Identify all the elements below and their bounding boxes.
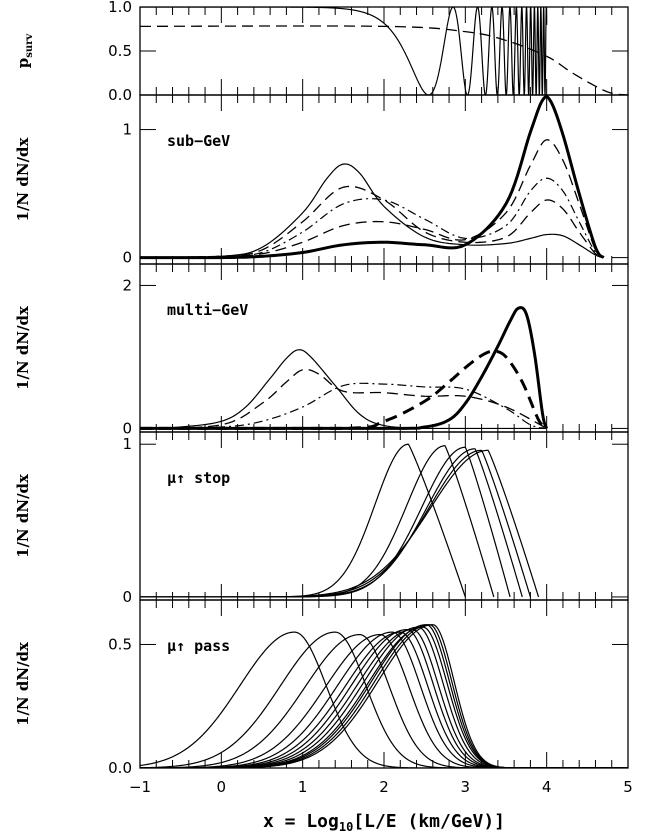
panel-label-text: μ↑ stop	[167, 469, 230, 487]
series-line-1	[140, 368, 547, 430]
panel-frame	[139, 94, 629, 265]
series-line-1	[140, 631, 628, 768]
y-tick-label: 2	[122, 276, 132, 294]
series-line-3	[140, 139, 604, 259]
series-group	[140, 95, 605, 260]
series-line-4	[140, 306, 549, 430]
y-axis-label: 1/N dN/dx	[14, 641, 32, 726]
y-tick-label: 1	[122, 435, 132, 453]
y-axis-label-main: 1/N dN/dx	[14, 641, 32, 726]
y-axis-label: psurv	[14, 33, 35, 69]
y-tick-label: 0.0	[108, 86, 132, 104]
series-line-0	[140, 349, 547, 430]
x-tick-label: 4	[542, 778, 552, 796]
series-line-0	[140, 443, 466, 598]
series-group	[140, 7, 628, 95]
series-line-4	[140, 95, 605, 260]
series-line-5	[140, 449, 540, 598]
panel-label-text: multi−GeV	[167, 301, 248, 319]
series-line-1	[140, 185, 604, 259]
x-tick-label: 2	[379, 778, 389, 796]
panel-label-text: sub−GeV	[167, 132, 230, 150]
y-axis-label: 1/N dN/dx	[14, 473, 32, 558]
panel-multi-gev: 0 2 1/N dN/dx multi−GeV	[14, 263, 629, 437]
y-tick-label: 0.0	[108, 759, 132, 777]
series-line-2	[140, 177, 604, 259]
x-tick-label: 1	[298, 778, 308, 796]
series-line-1	[140, 25, 628, 95]
series-line-0	[140, 631, 628, 768]
series-line-3	[140, 349, 548, 430]
y-tick-label: 0.5	[108, 635, 132, 653]
y-axis-label: 1/N dN/dx	[14, 305, 32, 390]
panel-sub-gev: 0 1 1/N dN/dx sub−GeV	[14, 94, 629, 267]
series-line-2	[140, 382, 547, 430]
x-tick-label: 5	[623, 778, 633, 796]
y-tick-label: 1	[122, 121, 132, 139]
psurv-oscillation-line	[140, 7, 548, 95]
series-group	[140, 624, 628, 768]
series-line-12	[140, 624, 628, 768]
y-axis-label-main: 1/N dN/dx	[14, 136, 32, 221]
y-axis-label-main: p	[14, 58, 32, 69]
series-group	[140, 443, 540, 598]
panel-label-text: μ↑ pass	[167, 637, 230, 655]
y-tick-label: 0	[122, 419, 132, 437]
series-line-0	[140, 163, 604, 259]
x-axis-label-main: x = Log	[263, 811, 339, 832]
x-tick-label: 0	[217, 778, 227, 796]
x-axis-label-tail: [L/E (km/GeV)]	[353, 811, 505, 832]
x-axis-label: x = Log10[L/E (km/GeV)]	[263, 811, 505, 834]
series-group	[140, 306, 549, 430]
y-tick-label: 0.5	[108, 42, 132, 60]
y-axis-label-main: 1/N dN/dx	[14, 305, 32, 390]
panel-mu-pass: 0.0 0.5 1/N dN/dx μ↑ pass	[14, 599, 629, 777]
panel-frame	[139, 263, 629, 433]
y-tick-label: 0	[122, 588, 132, 606]
y-axis-label-main: 1/N dN/dx	[14, 473, 32, 558]
panel-frame	[139, 599, 629, 769]
panel-frame	[139, 431, 629, 601]
series-line-3	[140, 633, 628, 768]
x-axis-label-sub: 10	[339, 820, 353, 834]
y-axis-label: 1/N dN/dx	[14, 136, 32, 221]
x-tick-label: −1	[129, 778, 151, 796]
y-tick-label: 1.0	[108, 0, 132, 16]
panel-mu-stop: 0 1 1/N dN/dx μ↑ stop	[14, 431, 629, 606]
x-tick-label: 3	[461, 778, 471, 796]
y-tick-label: 0	[122, 249, 132, 267]
y-axis-label-sub: surv	[24, 33, 35, 58]
panel-psurv: 0.0 0.5 1.0 psurv	[14, 0, 629, 104]
